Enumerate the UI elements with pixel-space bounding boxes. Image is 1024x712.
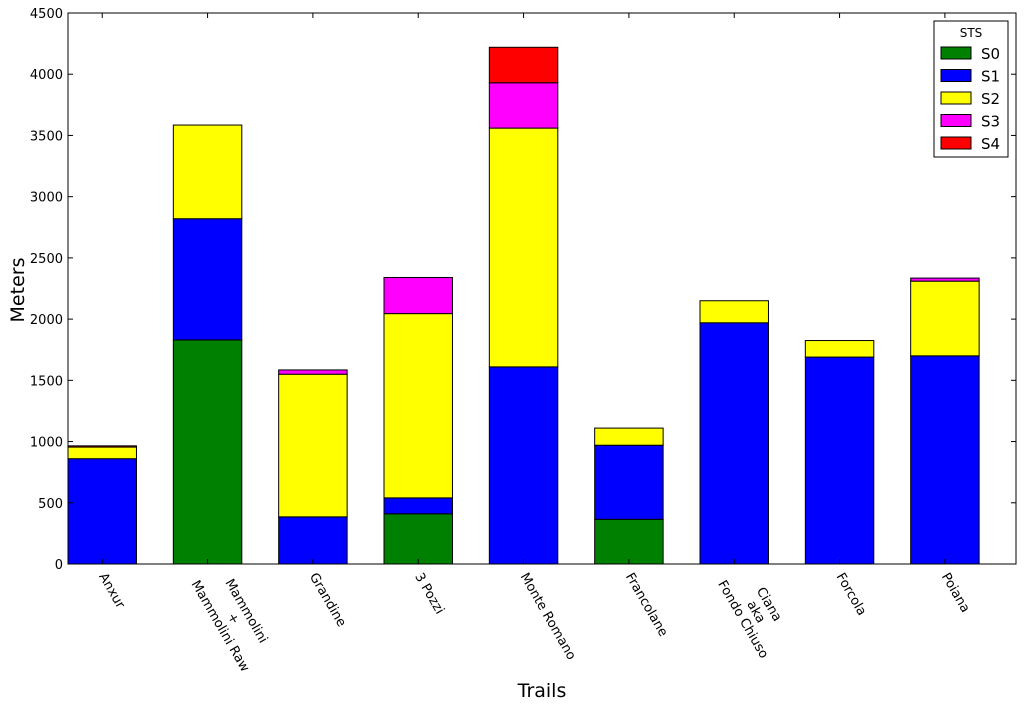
y-tick-label: 3000 — [30, 191, 63, 206]
bar-segment-s0-3 — [383, 513, 453, 565]
bar-segment-s1-1 — [172, 218, 243, 341]
x-tick-label: Monte Romano — [517, 571, 579, 663]
y-tick-label: 2000 — [30, 313, 63, 328]
legend-label-s4: S4 — [981, 135, 1000, 153]
bar-segment-s3-8 — [910, 277, 980, 282]
x-tick-label: Francolane — [622, 571, 670, 640]
bar-segment-s4-0 — [67, 445, 137, 448]
bar-segment-s2-4 — [488, 127, 559, 368]
legend-items: S0 S1 S2 S3 S4 — [940, 45, 1000, 153]
bar-segment-s1-6 — [699, 322, 769, 565]
x-tick-label: Forcola — [833, 571, 869, 619]
bar-segment-s3-4 — [488, 82, 559, 129]
legend-box — [933, 20, 1009, 158]
y-axis-title: Meters — [7, 258, 29, 323]
y-tick-label: 4000 — [30, 68, 63, 83]
plot-area-frame — [67, 12, 1017, 565]
x-tick-label: Anxur — [95, 571, 128, 612]
bar-segment-s1-8 — [910, 355, 980, 565]
legend-title: STS — [960, 26, 983, 40]
legend-label-s0: S0 — [981, 45, 1000, 63]
x-axis-title: Trails — [517, 680, 567, 702]
bar-segment-s2-8 — [910, 280, 980, 357]
y-tick-label: 0 — [55, 558, 63, 573]
legend: STS S0 S1 S2 S3 S4 — [933, 20, 1009, 158]
legend-label-s1: S1 — [981, 68, 1000, 86]
bar-segment-s1-4 — [488, 366, 559, 565]
x-tick-label: Mammolini+Mammolini Raw — [188, 577, 271, 675]
bar-segment-s2-5 — [594, 427, 664, 446]
x-tick-label: Poiana — [938, 571, 973, 616]
bar-segment-s2-0 — [67, 446, 137, 460]
y-tick-label: 2500 — [30, 252, 63, 267]
legend-swatch-s3 — [940, 114, 972, 127]
bar-segment-s1-3 — [383, 497, 453, 515]
y-tick-label: 3500 — [30, 129, 63, 144]
y-tick-label: 4500 — [30, 7, 63, 22]
legend-label-s3: S3 — [981, 113, 1000, 131]
bar-segment-s0-1 — [172, 339, 243, 565]
bar-segment-s2-6 — [699, 300, 769, 324]
y-tick-label: 1500 — [30, 374, 63, 389]
legend-swatch-s1 — [940, 69, 972, 82]
bar-segment-s4-4 — [488, 46, 559, 84]
x-tick-label-line: Anxur — [95, 571, 128, 612]
bars-layer — [67, 46, 980, 565]
y-tick-label: 1000 — [30, 436, 63, 451]
legend-swatch-s4 — [940, 136, 972, 150]
bar-segment-s0-5 — [594, 518, 664, 565]
legend-swatch-s2 — [940, 91, 972, 105]
x-tick-label-line: Forcola — [833, 571, 869, 619]
bar-segment-s2-1 — [172, 124, 243, 220]
bar-segment-s3-2 — [278, 369, 348, 375]
bar-segment-s1-5 — [594, 444, 664, 520]
bar-segment-s1-0 — [67, 458, 137, 565]
x-tick-label-line: Francolane — [622, 571, 670, 640]
x-tick-label: Grandine — [306, 571, 349, 630]
y-tick-label: 500 — [38, 497, 63, 512]
y-axis: 0 500 1000 1500 2000 2500 3000 3500 4000 4500 — [30, 7, 1016, 573]
x-tick-label: 3 Pozzi — [411, 571, 446, 617]
bar-segment-s2-3 — [383, 313, 453, 499]
x-tick-label-line: 3 Pozzi — [411, 571, 446, 617]
x-tick-label-line: Poiana — [938, 571, 973, 616]
bar-segment-s2-2 — [278, 373, 348, 518]
x-tick-label-line: Grandine — [306, 571, 349, 630]
x-tick-label-line: Monte Romano — [517, 571, 579, 663]
bar-segment-s2-7 — [804, 340, 875, 358]
bar-segment-s1-7 — [804, 356, 875, 565]
bar-segment-s3-3 — [383, 276, 453, 315]
legend-label-s2: S2 — [981, 90, 1000, 108]
bar-segment-s1-2 — [278, 516, 348, 565]
legend-swatch-s0 — [940, 46, 972, 60]
